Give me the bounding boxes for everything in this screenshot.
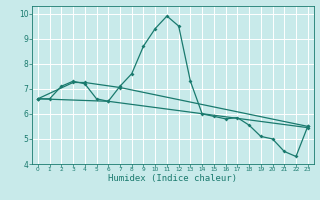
X-axis label: Humidex (Indice chaleur): Humidex (Indice chaleur) xyxy=(108,174,237,183)
